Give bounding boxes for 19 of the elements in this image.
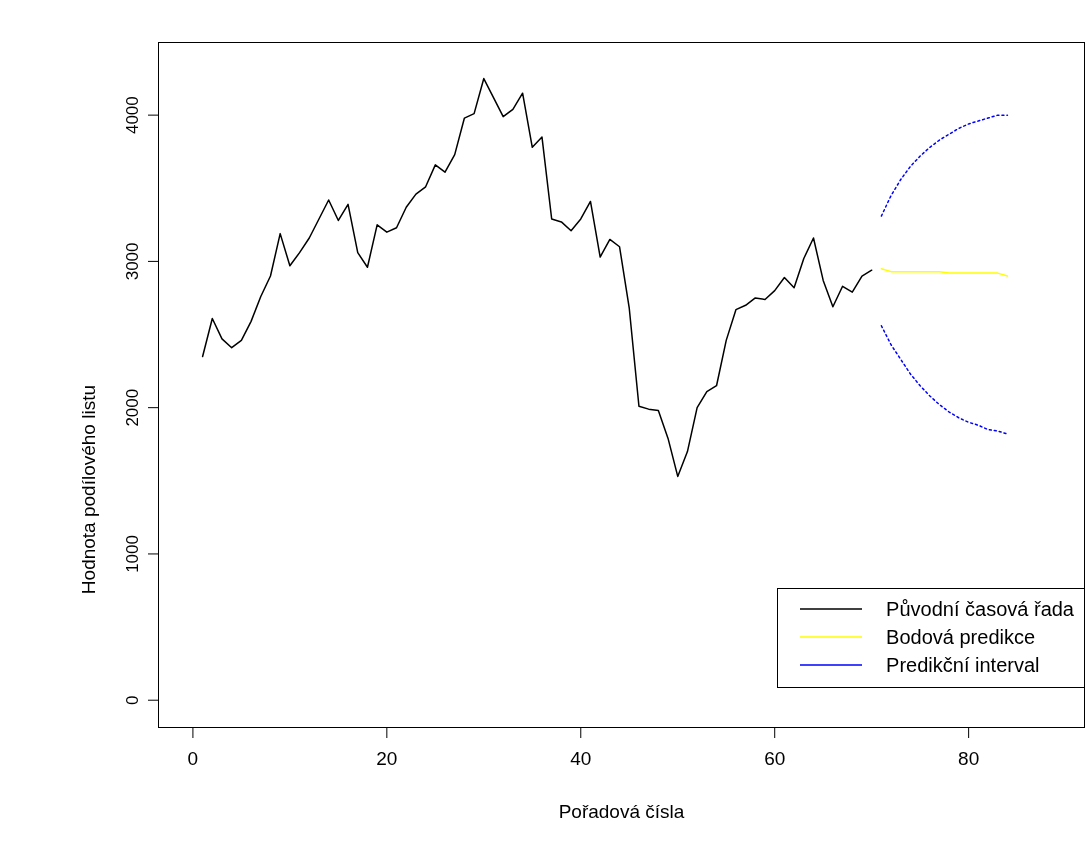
y-tick-label: 2000	[123, 388, 142, 427]
line-series	[880, 325, 1009, 435]
x-tick-label: 0	[187, 748, 199, 770]
x-tick-label: 40	[570, 748, 592, 770]
legend-label: Predikční interval	[886, 653, 1040, 677]
y-tick-label: 3000	[123, 242, 142, 281]
legend-label: Původní časová řada	[886, 597, 1074, 621]
x-axis-title: Pořadová čísla	[558, 801, 685, 822]
y-axis-title: Hodnota podílového listu	[77, 385, 99, 595]
y-tick-label: 4000	[123, 96, 142, 135]
x-tick-label: 80	[958, 748, 980, 770]
line-series	[880, 267, 1009, 277]
y-tick-label: 1000	[123, 535, 142, 573]
x-tick-label: 60	[764, 748, 786, 770]
legend-label: Bodová predikce	[886, 625, 1036, 649]
x-tick-label: 20	[376, 748, 398, 770]
line-series	[880, 114, 1009, 217]
y-tick-label: 0	[123, 695, 142, 705]
line-series	[201, 77, 873, 478]
